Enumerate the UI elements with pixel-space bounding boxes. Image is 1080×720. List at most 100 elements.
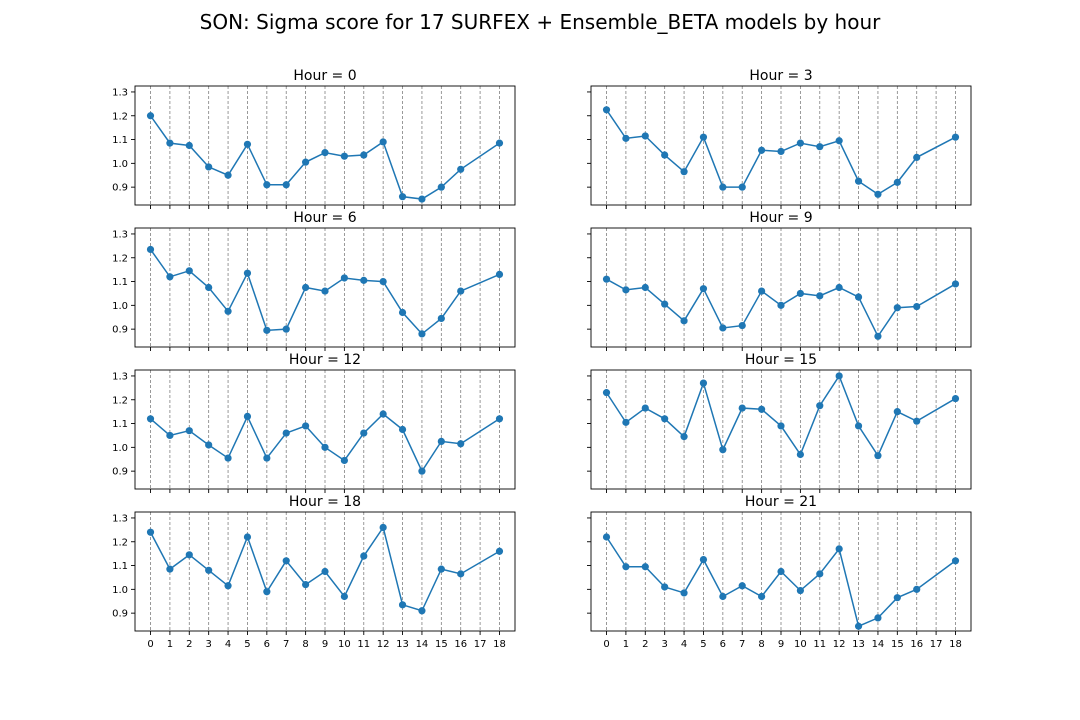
data-point [602, 389, 611, 397]
data-point [738, 404, 746, 412]
x-tick-label: 6 [720, 639, 726, 650]
data-point [719, 592, 727, 601]
data-point [602, 275, 611, 283]
data-point [495, 547, 504, 555]
y-tick-label: 0.9 [112, 609, 128, 620]
data-point [758, 146, 766, 154]
x-tick-label: 7 [283, 639, 289, 650]
data-point [816, 292, 824, 300]
subplot-title: Hour = 18 [289, 494, 361, 510]
data-point [719, 183, 727, 191]
data-point [951, 557, 960, 565]
data-point [661, 151, 669, 159]
data-point [398, 193, 407, 201]
series-line [149, 115, 500, 200]
data-point [418, 607, 426, 615]
data-point [699, 556, 708, 564]
data-point [360, 151, 368, 159]
data-point [680, 168, 688, 176]
data-point [340, 592, 348, 601]
figure-title: SON: Sigma score for 17 SURFEX + Ensembl… [199, 10, 881, 34]
data-point [641, 404, 649, 412]
data-point [874, 614, 882, 622]
data-point [699, 379, 708, 387]
data-point [379, 410, 387, 418]
data-point [816, 143, 824, 151]
data-point [302, 283, 310, 292]
data-point [719, 324, 727, 332]
data-point [166, 431, 174, 440]
data-point [398, 425, 407, 434]
x-tick-label: 15 [891, 639, 904, 650]
data-point [874, 332, 882, 340]
data-point [205, 566, 213, 574]
data-point [719, 446, 727, 454]
data-point [602, 533, 611, 541]
subplot-0: 0.9 1.0 1.1 1.2 1.3 Hour = 0 [112, 68, 516, 209]
data-point [641, 563, 649, 571]
subplot-title: Hour = 0 [293, 68, 356, 84]
data-point [185, 551, 193, 559]
data-point [816, 402, 824, 410]
x-tick-label: 8 [758, 639, 764, 650]
data-point [379, 138, 387, 146]
data-point [166, 565, 174, 573]
data-point [777, 147, 785, 156]
data-point [224, 307, 232, 315]
data-point [146, 245, 155, 254]
data-point [951, 133, 960, 141]
x-tick-label: 13 [396, 639, 409, 650]
data-point [777, 301, 785, 309]
series-line [606, 278, 956, 338]
x-tick-label: 16 [910, 639, 923, 650]
data-point [146, 112, 155, 120]
y-tick-label: 1.3 [112, 229, 128, 240]
data-point [185, 267, 193, 275]
data-point [263, 326, 271, 334]
data-point [680, 433, 688, 441]
data-point [263, 454, 271, 462]
subplot-title: Hour = 9 [749, 210, 812, 226]
data-point [835, 545, 843, 553]
y-tick-label: 0.9 [112, 183, 128, 194]
subplot-6: 0.91.01.11.21.30 1 2 3 4 5 6 7 8 9 10 11 12 13 14 15 16 1… [112, 494, 516, 650]
data-point [893, 594, 901, 602]
data-point [205, 283, 213, 292]
data-point [263, 181, 271, 189]
y-tick-label: 1.1 [112, 419, 128, 430]
data-point [951, 394, 960, 403]
data-point [360, 276, 368, 284]
data-point [418, 467, 426, 475]
data-point [205, 163, 213, 171]
data-point [340, 274, 348, 282]
data-point [302, 422, 310, 430]
data-point [622, 286, 630, 294]
data-point [641, 283, 649, 292]
data-point [661, 583, 669, 591]
data-point [758, 592, 766, 601]
data-point [437, 314, 445, 323]
y-tick-label: 1.2 [112, 253, 128, 264]
x-tick-label: 10 [794, 639, 807, 650]
subplot-4: 0.9 1.0 1.1 1.2 1.3 Hour = 12 [112, 352, 516, 493]
data-point [854, 293, 863, 301]
x-tick-label: 2 [186, 639, 192, 650]
x-tick-label: 18 [949, 639, 962, 650]
data-point [282, 181, 290, 189]
x-tick-label: 11 [357, 639, 370, 650]
y-tick-label: 0.9 [112, 467, 128, 478]
data-point [340, 456, 348, 465]
data-point [495, 270, 504, 279]
x-tick-label: 1 [623, 639, 629, 650]
data-point [457, 165, 465, 173]
y-tick-label: 1.1 [112, 561, 128, 572]
data-point [680, 589, 688, 597]
data-point [854, 177, 863, 185]
x-tick-label: 13 [852, 639, 865, 650]
data-point [758, 405, 766, 413]
subplot-title: Hour = 6 [293, 210, 356, 226]
data-point [893, 178, 901, 186]
data-point [282, 557, 290, 565]
data-point [796, 450, 804, 459]
data-point [602, 106, 611, 114]
